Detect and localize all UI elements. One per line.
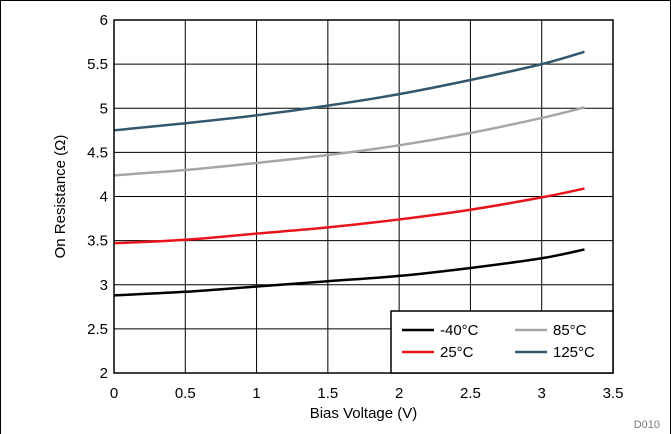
legend-label: 85°C — [553, 322, 587, 339]
x-tick-label: 1 — [252, 385, 260, 402]
legend: -40°C 85°C 25°C 125°C — [390, 310, 614, 374]
series-line — [113, 248, 585, 297]
y-tick-label: 3.5 — [87, 233, 108, 250]
plot-border — [113, 19, 614, 374]
y-tick-label: 2.5 — [87, 321, 108, 338]
x-tick-label: 2 — [395, 385, 403, 402]
series-lines — [113, 50, 585, 297]
x-tick-label: 0 — [110, 385, 118, 402]
y-tick-labels: 2 2.5 3 3.5 4 4.5 5 5.5 6 — [87, 12, 108, 382]
y-tick-label: 5 — [100, 100, 108, 117]
y-tick-label: 4.5 — [87, 144, 108, 161]
y-tick-label: 3 — [100, 277, 108, 294]
x-tick-label: 1.5 — [317, 385, 338, 402]
x-tick-label: 3.5 — [603, 385, 624, 402]
legend-box — [390, 310, 614, 374]
x-tick-label: 2.5 — [460, 385, 481, 402]
y-tick-label: 2 — [100, 365, 108, 382]
x-tick-label: 0.5 — [175, 385, 196, 402]
x-tick-label: 3 — [538, 385, 546, 402]
figure-id: D010 — [634, 419, 660, 431]
x-axis-label: Bias Voltage (V) — [310, 405, 418, 422]
y-tick-label: 4 — [100, 189, 108, 206]
series-line — [113, 187, 585, 245]
legend-label: -40°C — [440, 322, 479, 339]
series-line — [113, 106, 585, 177]
y-tick-label: 6 — [100, 12, 108, 29]
legend-label: 25°C — [440, 344, 474, 361]
y-axis-label: On Resistance (Ω) — [52, 135, 69, 259]
legend-label: 125°C — [553, 344, 595, 361]
series-line — [113, 50, 585, 132]
y-tick-label: 5.5 — [87, 56, 108, 73]
x-tick-labels: 0 0.5 1 1.5 2 2.5 3 3.5 — [110, 385, 624, 402]
